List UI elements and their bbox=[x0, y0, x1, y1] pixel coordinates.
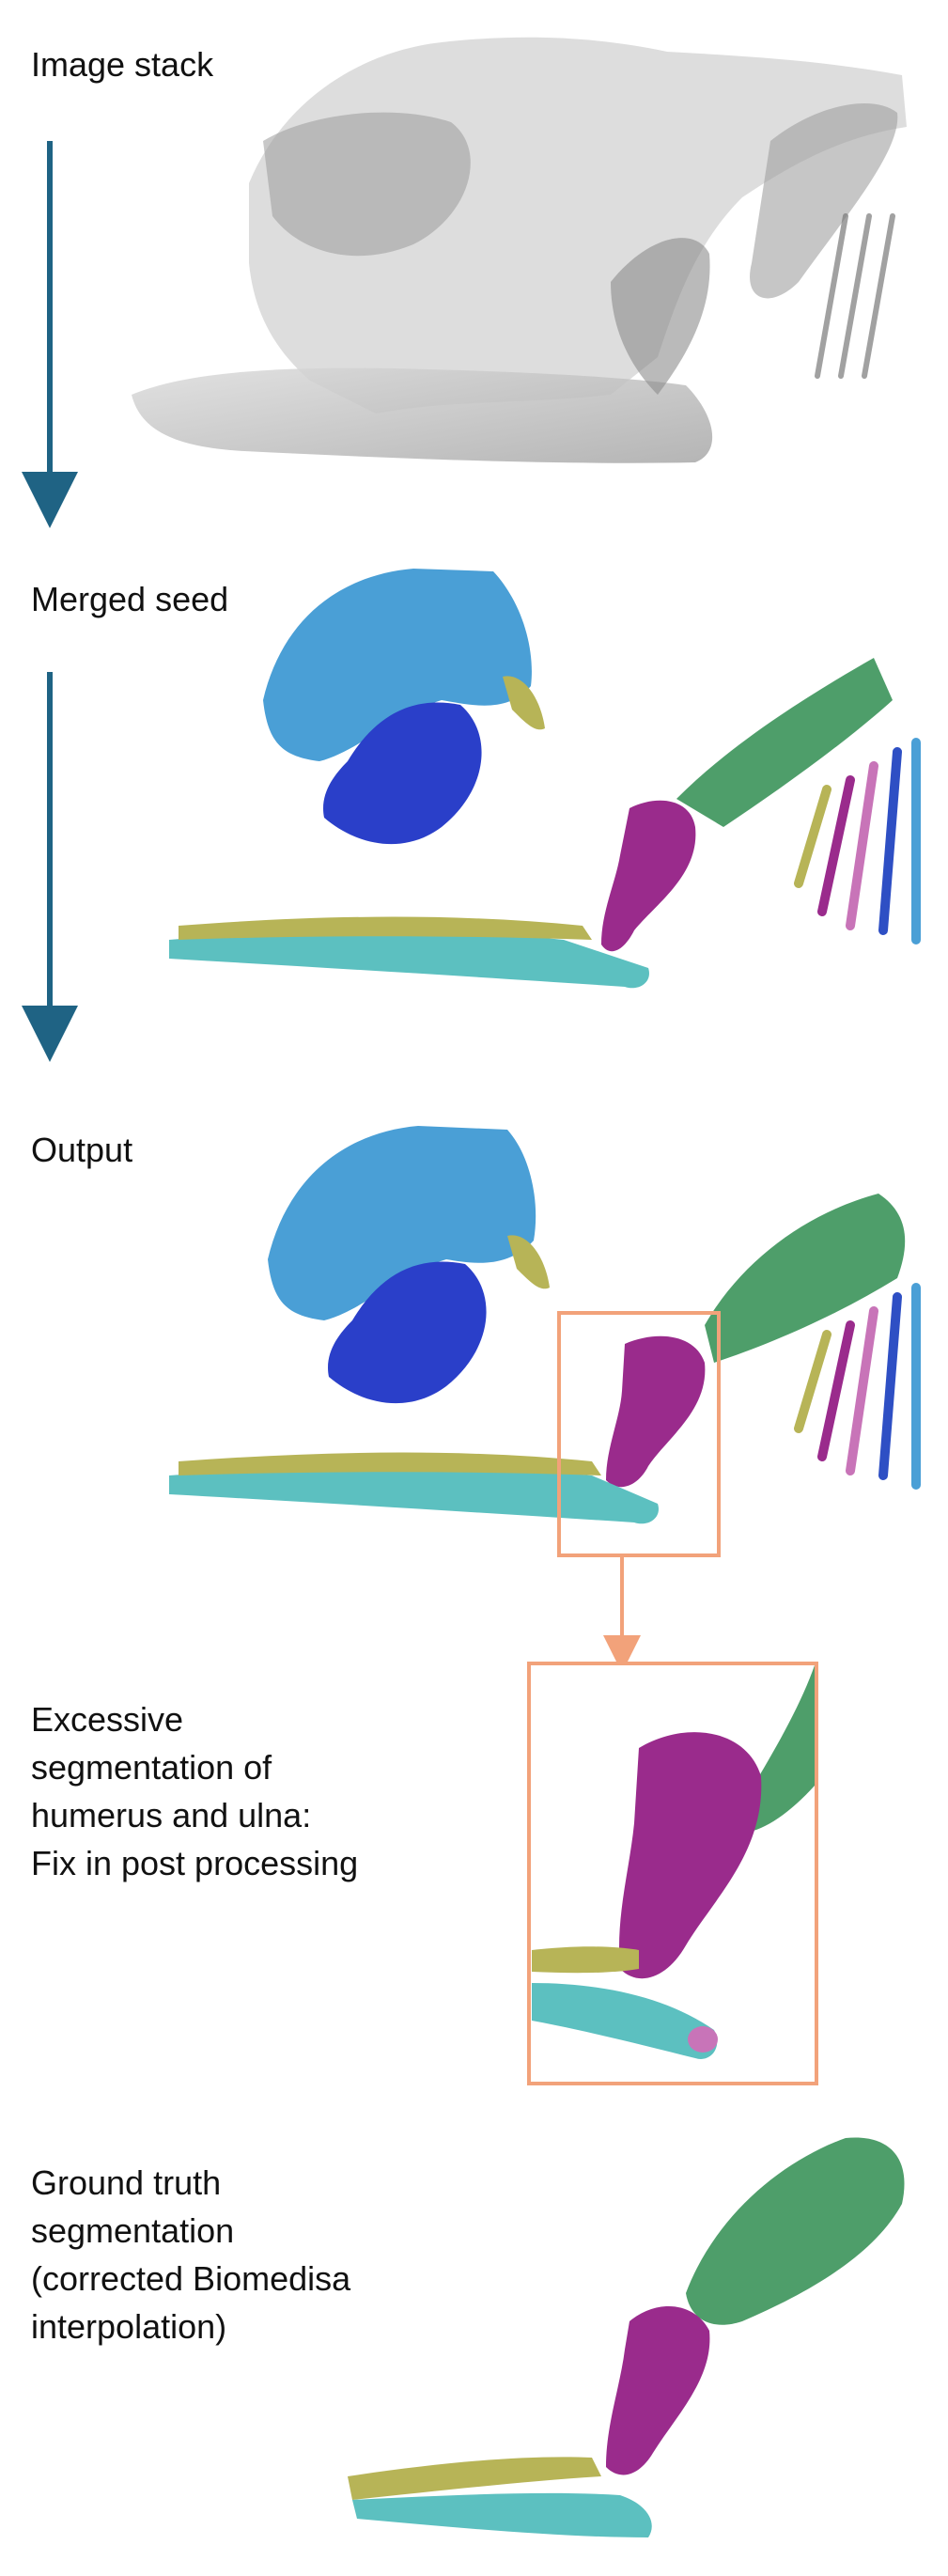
label-line: (corrected Biomedisa bbox=[31, 2259, 351, 2298]
label-line: segmentation of bbox=[31, 1748, 272, 1787]
highlight-box bbox=[557, 1311, 721, 1557]
label-line: Image stack bbox=[31, 45, 214, 84]
ground-truth-segmentation bbox=[348, 2137, 905, 2537]
scapula-bone bbox=[705, 1194, 906, 1363]
output-segmentation bbox=[169, 1126, 921, 1557]
radius-bone bbox=[179, 1452, 601, 1475]
label-line: humerus and ulna: bbox=[31, 1796, 312, 1834]
humerus-bone bbox=[601, 800, 696, 952]
humerus-bone bbox=[606, 2305, 710, 2475]
ulna-tip bbox=[688, 2026, 718, 2053]
label-image-stack: Image stack bbox=[31, 40, 213, 88]
humerus-bone bbox=[606, 1335, 706, 1488]
radius-bone bbox=[179, 916, 592, 940]
label-output: Output bbox=[31, 1126, 132, 1174]
label-line: segmentation bbox=[31, 2211, 235, 2250]
image-stack-volume bbox=[132, 37, 907, 463]
skull-bone bbox=[268, 1126, 536, 1320]
label-line: Ground truth bbox=[31, 2163, 222, 2202]
label-line: Output bbox=[31, 1131, 133, 1169]
zoomed-detail bbox=[527, 1662, 818, 2085]
ribs bbox=[794, 738, 921, 945]
mandible-bone bbox=[323, 702, 482, 845]
hyoid-bone bbox=[507, 1235, 550, 1289]
skull-bone bbox=[263, 569, 532, 761]
label-line: Merged seed bbox=[31, 580, 229, 618]
humerus-bone bbox=[618, 1732, 762, 1979]
radius-bone bbox=[532, 1946, 639, 1974]
ulna-bone bbox=[169, 930, 649, 989]
mandible-bone bbox=[328, 1261, 487, 1404]
merged-seed-segmentation bbox=[169, 569, 921, 989]
ulna-bone bbox=[169, 1466, 659, 1524]
label-line: interpolation) bbox=[31, 2307, 227, 2346]
radius-bone bbox=[348, 2457, 601, 2500]
scapula-bone bbox=[686, 2137, 905, 2325]
hyoid-bone bbox=[503, 676, 545, 730]
scapula-bone bbox=[676, 658, 893, 827]
label-merged-seed: Merged seed bbox=[31, 575, 228, 623]
label-line: Fix in post processing bbox=[31, 1844, 359, 1882]
label-note: Excessive segmentation of humerus and ul… bbox=[31, 1695, 358, 1887]
ulna-bone bbox=[532, 1983, 718, 2059]
ulna-bone bbox=[352, 2492, 652, 2537]
label-ground-truth: Ground truth segmentation (corrected Bio… bbox=[31, 2159, 350, 2350]
ribs bbox=[794, 1283, 921, 1490]
label-line: Excessive bbox=[31, 1700, 184, 1739]
